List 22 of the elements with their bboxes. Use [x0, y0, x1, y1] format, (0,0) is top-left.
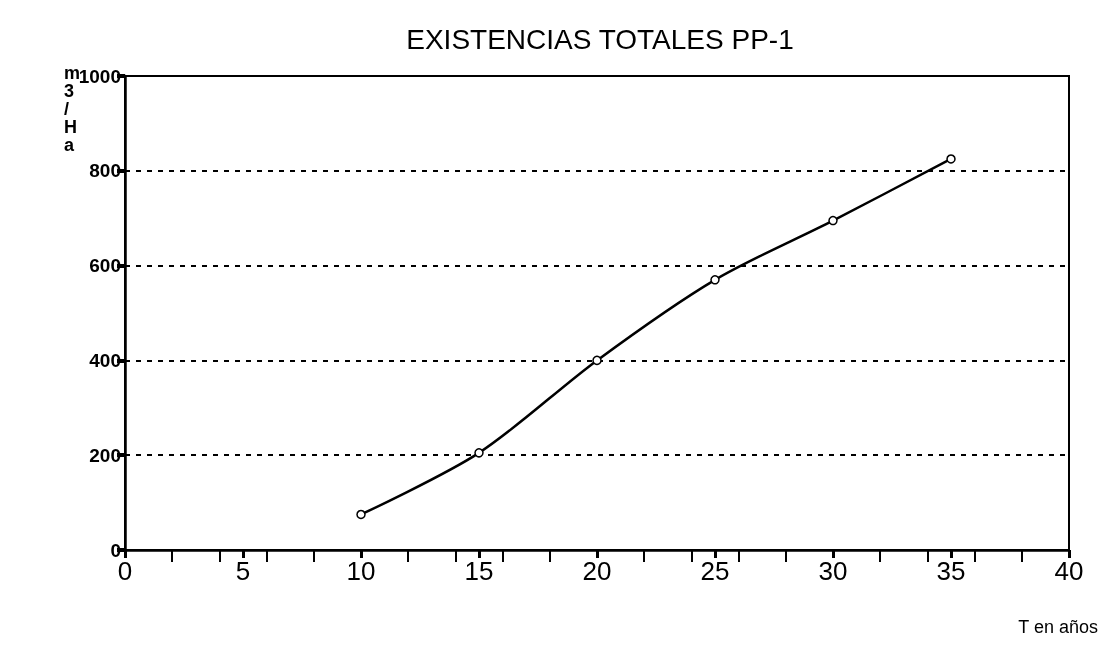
y-tick-label: 800: [89, 160, 121, 182]
y-tick-label: 400: [89, 349, 121, 371]
x-tick-label: 25: [700, 556, 730, 586]
y-tick-label: 600: [89, 255, 121, 277]
y-tick-label: 200: [89, 444, 121, 466]
x-tick-label: 15: [464, 556, 494, 586]
point: [474, 448, 484, 458]
x-tick-label: 40: [1054, 556, 1084, 586]
chart-title: EXISTENCIAS TOTALES PP-1: [406, 23, 794, 55]
point: [710, 275, 720, 285]
y-axis-title: m3/Ha: [64, 63, 81, 155]
point: [946, 154, 956, 164]
point: [592, 355, 602, 366]
point: [828, 215, 838, 226]
x-tick-label: 30: [818, 556, 848, 586]
x-tick-label: 35: [936, 556, 966, 586]
x-tick-label: 10: [346, 556, 376, 586]
y-tick-label: 1000: [78, 65, 121, 87]
x-tick-label: 20: [582, 556, 612, 586]
point: [356, 509, 366, 520]
x-axis-title: T en años: [1018, 617, 1098, 637]
x-tick-label: 5: [235, 556, 251, 586]
